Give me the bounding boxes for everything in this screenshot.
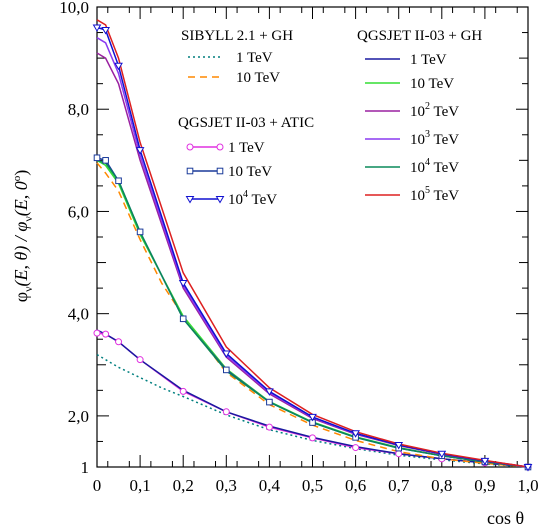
- plot-frame: [96, 6, 529, 468]
- legend-marker: [185, 196, 195, 204]
- y-tick-label: 1: [81, 458, 90, 477]
- series-line: [96, 26, 529, 468]
- data-point: [352, 444, 360, 452]
- data-point: [101, 27, 110, 35]
- x-tick-label: 1,0: [517, 476, 538, 495]
- data-point: [93, 154, 101, 162]
- data-point: [351, 430, 360, 438]
- data-point: [437, 450, 447, 459]
- y-axis-title: φν(E, θ) / φν(E, 0o): [11, 170, 35, 303]
- tick-labels: 0 0,1 0,2 0,3 0,4 0,5 0,6 0,7 0,8 0,9 1,0 1 2,0 4,0 6,…: [59, 0, 538, 495]
- axis-ticks: [96, 6, 529, 468]
- data-point: [102, 157, 109, 164]
- data-point: [265, 423, 273, 431]
- series-line: [96, 37, 529, 468]
- x-tick-label: 0,4: [259, 476, 281, 495]
- x-tick-label: 0,8: [431, 476, 452, 495]
- data-point: [179, 387, 187, 395]
- series-lines: [96, 19, 529, 468]
- x-tick-label: 0,2: [173, 476, 194, 495]
- legend-label: 102 TeV: [410, 101, 459, 120]
- y-tick-label: 4,0: [68, 305, 89, 324]
- series-line: [96, 353, 529, 468]
- series-line: [96, 332, 529, 468]
- legend-marker: [215, 196, 225, 204]
- data-point: [115, 177, 122, 185]
- y-tick-label: 6,0: [68, 202, 89, 221]
- data-point: [266, 398, 273, 406]
- data-point: [136, 356, 144, 364]
- data-point: [308, 413, 317, 422]
- data-point: [114, 62, 123, 71]
- y-tick-label: 8,0: [68, 100, 89, 119]
- y-tick-label: 2,0: [68, 407, 89, 426]
- data-point: [178, 280, 188, 288]
- legend-label: 10 TeV: [228, 164, 272, 180]
- legend-title: QGSJET II-03 + GH: [357, 28, 482, 44]
- data-point: [135, 147, 145, 155]
- y-tick-label: 10,0: [59, 0, 89, 17]
- legend-marker: [186, 143, 194, 151]
- data-point: [179, 315, 187, 323]
- x-tick-label: 0,6: [345, 476, 366, 495]
- legend-title: SIBYLL 2.1 + GH: [181, 28, 293, 44]
- legend-label: 1 TeV: [236, 50, 273, 66]
- data-point: [223, 366, 230, 374]
- legend: SIBYLL 2.1 + GH 1 TeV 10 TeV QGSJET II-03 +…: [178, 28, 482, 208]
- x-axis-title: cos θ: [487, 508, 524, 528]
- legend-label: 10 TeV: [410, 76, 454, 92]
- data-point: [265, 388, 274, 396]
- data-point: [222, 408, 230, 416]
- legend-marker: [216, 143, 224, 151]
- data-point: [309, 434, 316, 442]
- series-line: [96, 329, 529, 468]
- legend-marker: [186, 167, 194, 175]
- data-point: [92, 24, 102, 32]
- data-point: [221, 350, 231, 359]
- series-line: [96, 19, 529, 468]
- series-markers: [92, 24, 533, 472]
- x-tick-label: 0,9: [474, 476, 495, 495]
- x-tick-label: 0,7: [388, 476, 410, 495]
- x-tick-label: 0,3: [216, 476, 237, 495]
- legend-title: QGSJET II-03 + ATIC: [178, 115, 314, 131]
- x-tick-label: 0,1: [129, 476, 150, 495]
- data-point: [136, 228, 144, 236]
- x-tick-label: 0,5: [302, 476, 323, 495]
- legend-marker: [216, 167, 224, 175]
- data-point: [523, 464, 533, 472]
- x-tick-label: 0: [93, 476, 102, 495]
- data-point: [480, 457, 490, 466]
- legend-label: 103 TeV: [410, 129, 459, 148]
- data-point: [93, 329, 101, 337]
- legend-label: 1 TeV: [410, 52, 447, 68]
- legend-label: 105 TeV: [410, 185, 459, 204]
- data-point: [395, 450, 403, 458]
- data-point: [115, 338, 123, 346]
- legend-label: 104 TeV: [410, 157, 459, 176]
- data-point: [102, 330, 110, 338]
- legend-label: 104 TeV: [228, 189, 277, 208]
- legend-label: 1 TeV: [228, 140, 265, 156]
- legend-label: 10 TeV: [236, 70, 280, 86]
- data-point: [394, 442, 404, 450]
